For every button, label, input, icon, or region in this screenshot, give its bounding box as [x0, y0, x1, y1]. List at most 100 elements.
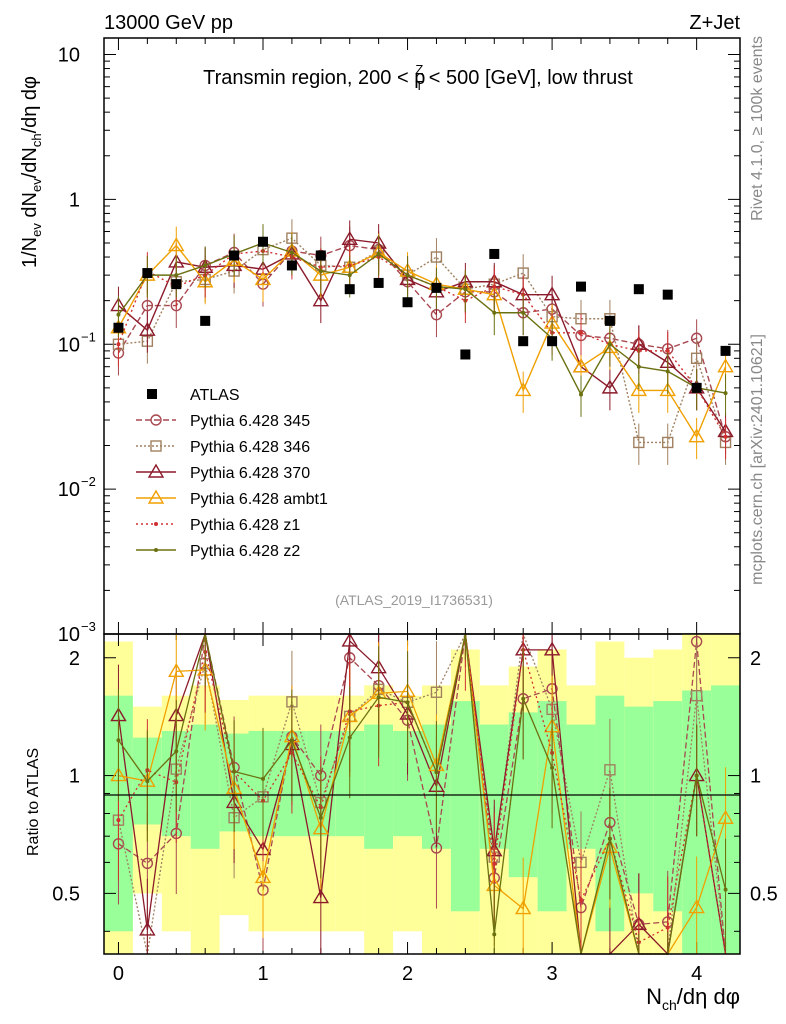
atlas-point [576, 281, 586, 292]
atlas-point [200, 315, 211, 326]
ratio-point-z2 [145, 779, 150, 784]
atlas-point [373, 277, 384, 288]
point-ambt1 [168, 237, 185, 252]
legend-label: Pythia 6.428 z1 [190, 517, 300, 534]
stat-band [190, 724, 220, 849]
point-z2 [492, 310, 497, 315]
ratio-point-z2 [174, 749, 179, 754]
point-z1 [492, 284, 497, 289]
header-right: Z+Jet [689, 12, 740, 34]
point-z1 [723, 434, 728, 439]
ratio-point-z1 [492, 861, 497, 866]
point-370 [543, 286, 561, 301]
legend-marker [150, 440, 162, 452]
ratio-point-z2 [289, 738, 294, 743]
point-346 [633, 436, 645, 449]
y-tick-label: 10 [58, 45, 80, 67]
point-346 [690, 352, 703, 364]
ratio-y-tick-label-right: 2 [750, 648, 761, 670]
legend-label: Pythia 6.428 345 [190, 413, 310, 430]
atlas-point [344, 284, 355, 295]
ratio-y-tick-label: 2 [69, 648, 80, 670]
legend-label: ATLAS [190, 387, 240, 404]
point-ambt1 [659, 382, 676, 397]
legend-marker [150, 414, 162, 426]
ratio-y-tick-label: 1 [69, 766, 80, 788]
point-z2 [405, 273, 410, 278]
ratio-ylabel: Ratio to ATLAS [25, 748, 42, 856]
ratio-point-z2 [232, 769, 237, 774]
point-z1 [116, 342, 121, 347]
ratio-point-ambt1 [254, 869, 272, 884]
ratio-uncertainty-bands [104, 634, 740, 954]
atlas-point [315, 250, 326, 261]
ratio-point-z2 [347, 735, 352, 740]
ratio-point-370 [312, 889, 330, 904]
ratio-frame [103, 633, 741, 955]
x-tick-label: 4 [691, 963, 702, 985]
x-tick-label: 0 [113, 963, 124, 985]
y-tick-label: 10 [58, 334, 80, 356]
ratio-axis-ticks: 2 2 1 1 0.5 0.5 0 1 2 3 4 [52, 634, 778, 985]
ratio-panel: 2 2 1 1 0.5 0.5 0 1 2 3 4 Ratio to ATLAS Nch/dη dφ [25, 631, 778, 1013]
atlas-point [258, 236, 268, 247]
series-line-346 [118, 237, 727, 444]
ratio-point-370 [139, 921, 156, 936]
atlas-point [113, 322, 124, 333]
watermark: (ATLAS_2019_I1736531) [335, 592, 493, 608]
point-ambt1 [514, 382, 532, 397]
legend-label: Pythia 6.428 346 [190, 439, 310, 456]
ratio-point-z2 [492, 932, 497, 937]
ratio-point-346 [430, 686, 443, 698]
point-346 [662, 436, 674, 449]
point-370 [139, 321, 156, 336]
atlas-point [489, 248, 500, 259]
ratio-xlabel: Nch/dη dφ [646, 984, 740, 1013]
legend-marker-atlas [147, 389, 157, 399]
atlas-point [286, 260, 297, 271]
atlas-point [633, 284, 644, 295]
legend-marker [147, 463, 165, 478]
point-z2 [376, 251, 381, 256]
ratio-point-z1 [579, 898, 583, 903]
ratio-point-z1 [116, 818, 121, 823]
ratio-point-z2 [116, 738, 121, 743]
series-line-z2 [117, 242, 726, 396]
ratio-y-tick-label-right: 0.5 [750, 883, 778, 905]
ratio-line-370 [117, 631, 727, 956]
atlas-point [518, 336, 529, 347]
ratio-point-z2 [723, 887, 728, 892]
legend-label: Pythia 6.428 ambt1 [190, 491, 328, 508]
point-ambt1 [717, 358, 734, 373]
ratio-point-z1 [665, 925, 670, 930]
header-left: 13000 GeV pp [104, 12, 233, 34]
point-345 [141, 299, 154, 312]
ratio-point-370 [543, 641, 561, 656]
legend-label: Pythia 6.428 z2 [190, 543, 300, 560]
x-tick-label: 1 [257, 963, 268, 985]
y-tick-label-exponent: −3 [81, 619, 96, 634]
point-370 [312, 292, 330, 307]
atlas-point [229, 250, 240, 261]
y-tick-label: 1 [69, 189, 80, 211]
ratio-line-z2 [117, 633, 727, 955]
ratio-point-345 [141, 857, 154, 870]
ratio-point-z2 [405, 700, 410, 705]
ratio-point-z2 [694, 773, 699, 778]
ratio-point-z2 [607, 836, 612, 841]
atlas-point [460, 349, 471, 360]
x-tick-label: 2 [402, 963, 413, 985]
ratio-point-z2 [261, 776, 265, 781]
point-z2 [463, 287, 468, 292]
ratio-point-ambt1 [168, 662, 185, 678]
y-tick-label-exponent: −2 [81, 474, 96, 489]
ratio-plot-area [110, 631, 734, 956]
point-z2 [636, 364, 641, 369]
atlas-point [402, 297, 413, 308]
x-tick-label: 3 [547, 963, 558, 985]
series-line-370 [118, 238, 727, 432]
ratio-point-370 [341, 632, 358, 647]
ratio-point-ambt1 [688, 899, 705, 914]
